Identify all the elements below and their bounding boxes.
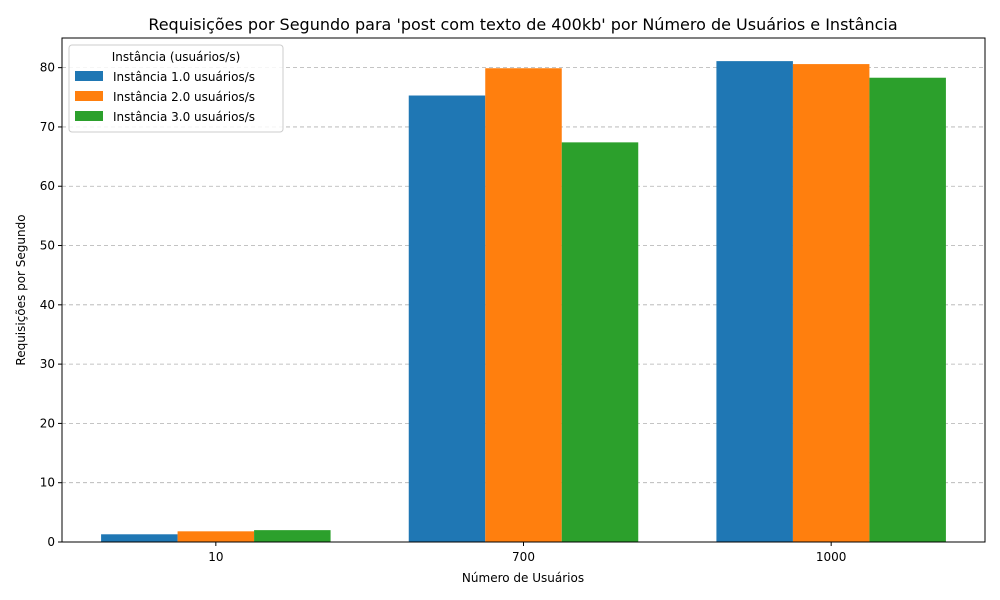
bar xyxy=(561,142,639,542)
y-tick-label: 60 xyxy=(40,179,55,193)
x-axis-label: Número de Usuários xyxy=(462,571,584,585)
x-tick-label: 10 xyxy=(208,550,223,564)
legend-swatch xyxy=(75,71,103,81)
legend-swatch xyxy=(75,91,103,101)
legend-swatch xyxy=(75,111,103,121)
y-tick-label: 20 xyxy=(40,416,55,430)
plot-frame xyxy=(61,37,986,543)
axes: 0 10 20 30 40 50 60 70 80 10 700 1000 xyxy=(40,37,986,564)
bar xyxy=(792,64,870,542)
y-tick-label: 70 xyxy=(40,120,55,134)
bar xyxy=(408,95,486,543)
y-axis-label: Requisições por Segundo xyxy=(14,214,28,365)
y-tick-label: 10 xyxy=(40,476,55,490)
x-tick-label: 700 xyxy=(512,550,535,564)
x-tick-label: 1000 xyxy=(816,550,847,564)
y-tick-label: 0 xyxy=(47,535,55,549)
legend-entry: Instância 2.0 usuários/s xyxy=(113,90,255,104)
bar xyxy=(716,61,793,543)
bar xyxy=(869,77,946,543)
chart-title: Requisições por Segundo para 'post com t… xyxy=(148,15,897,34)
y-tick-label: 30 xyxy=(40,357,55,371)
legend-entry: Instância 1.0 usuários/s xyxy=(113,70,255,84)
y-tick-label: 40 xyxy=(40,298,55,312)
legend-title: Instância (usuários/s) xyxy=(112,50,241,64)
bar xyxy=(485,68,562,543)
bar xyxy=(101,534,178,542)
y-tick-label: 50 xyxy=(40,239,55,253)
legend-entry: Instância 3.0 usuários/s xyxy=(113,110,255,124)
legend-box xyxy=(68,44,284,133)
bar xyxy=(177,531,255,542)
legend: Instância (usuários/s) Instância 1.0 usu… xyxy=(68,44,284,133)
bars xyxy=(101,61,946,543)
y-tick-label: 80 xyxy=(40,61,55,75)
bar xyxy=(254,530,331,542)
